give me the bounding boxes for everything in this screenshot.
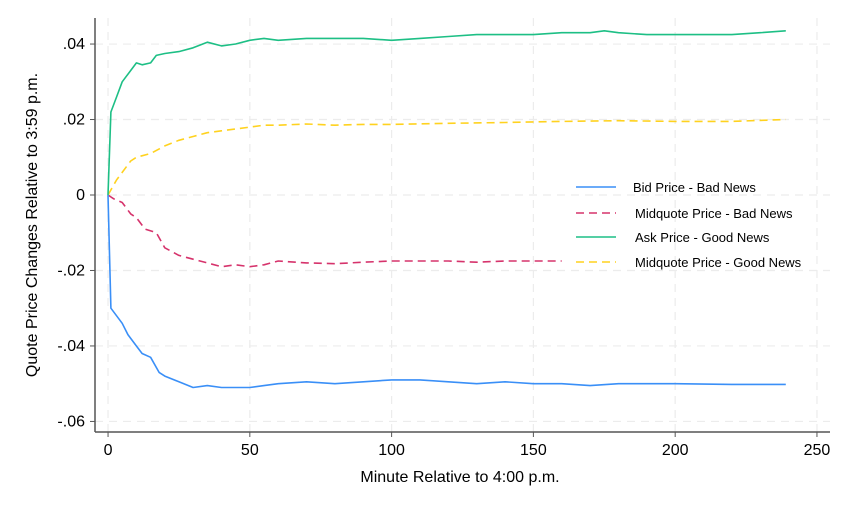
- legend-label: Bid Price - Bad News: [633, 180, 756, 195]
- x-tick-label: 100: [378, 442, 405, 459]
- series-line-0: [107, 194, 786, 389]
- y-tick-label: .04: [63, 36, 85, 53]
- series-lines: [107, 29, 786, 389]
- y-axis-label: Quote Price Changes Relative to 3:59 p.m…: [24, 73, 41, 377]
- y-tick-label: -.02: [57, 262, 85, 279]
- x-tick-label: 200: [662, 442, 689, 459]
- gridlines: [95, 18, 830, 432]
- legend-label: Ask Price - Good News: [635, 230, 770, 245]
- y-tick-label: 0: [76, 187, 85, 204]
- x-axis-label: Minute Relative to 4:00 p.m.: [360, 469, 559, 486]
- series-line-3: [107, 118, 786, 196]
- y-tick-label: -.06: [57, 413, 85, 430]
- x-tick-label: 150: [520, 442, 547, 459]
- axes: [94, 18, 830, 433]
- y-tick-label: -.04: [57, 338, 85, 355]
- legend: Bid Price - Bad News Midquote Price - Bad…: [576, 180, 802, 270]
- ticks: 0 50 100 150 200 250 .04 .02 0 -.02 -.04 -.06: [57, 36, 830, 459]
- x-tick-label: 250: [804, 442, 831, 459]
- legend-label: Midquote Price - Good News: [635, 255, 802, 270]
- series-line-1: [107, 194, 562, 268]
- x-tick-label: 0: [104, 442, 113, 459]
- x-tick-label: 50: [241, 442, 259, 459]
- y-tick-label: .02: [63, 112, 85, 129]
- series-line-2: [107, 29, 786, 196]
- legend-label: Midquote Price - Bad News: [635, 206, 793, 221]
